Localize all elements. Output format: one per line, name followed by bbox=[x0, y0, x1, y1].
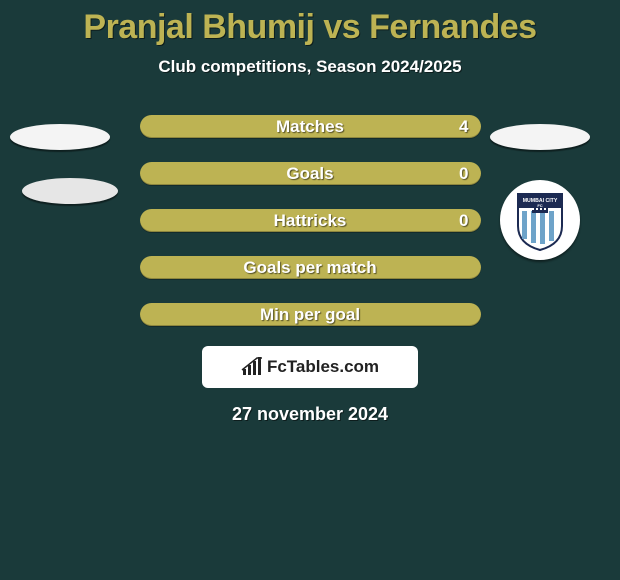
page-title: Pranjal Bhumij vs Fernandes bbox=[0, 0, 620, 47]
stat-row: Hattricks 0 bbox=[140, 209, 481, 232]
stat-label: Min per goal bbox=[260, 305, 360, 325]
bar-chart-icon bbox=[241, 357, 263, 377]
subtitle-text: Club competitions, Season 2024/2025 bbox=[158, 57, 461, 76]
stat-label: Hattricks bbox=[274, 211, 347, 231]
date-text: 27 november 2024 bbox=[232, 404, 388, 424]
title-text: Pranjal Bhumij vs Fernandes bbox=[83, 8, 536, 46]
stat-value: 4 bbox=[459, 117, 468, 137]
stat-row: Min per goal bbox=[140, 303, 481, 326]
player-right-placeholder-1 bbox=[490, 124, 590, 150]
stat-row: Goals 0 bbox=[140, 162, 481, 185]
club-crest-icon: MUMBAI CITY FC bbox=[508, 188, 572, 252]
stat-label: Goals bbox=[286, 164, 333, 184]
date-label: 27 november 2024 bbox=[0, 404, 620, 425]
stat-value: 0 bbox=[459, 164, 468, 184]
logo-text: FcTables.com bbox=[267, 357, 379, 377]
stat-value: 0 bbox=[459, 211, 468, 231]
club-badge-mumbai-city: MUMBAI CITY FC bbox=[500, 180, 580, 260]
fctables-logo: FcTables.com bbox=[202, 346, 418, 388]
page-subtitle: Club competitions, Season 2024/2025 bbox=[0, 57, 620, 77]
stat-label: Goals per match bbox=[243, 258, 376, 278]
svg-text:FC: FC bbox=[537, 203, 542, 208]
player-left-placeholder-2 bbox=[22, 178, 118, 204]
stat-row: Matches 4 bbox=[140, 115, 481, 138]
stat-row: Goals per match bbox=[140, 256, 481, 279]
player-left-placeholder-1 bbox=[10, 124, 110, 150]
stat-label: Matches bbox=[276, 117, 344, 137]
